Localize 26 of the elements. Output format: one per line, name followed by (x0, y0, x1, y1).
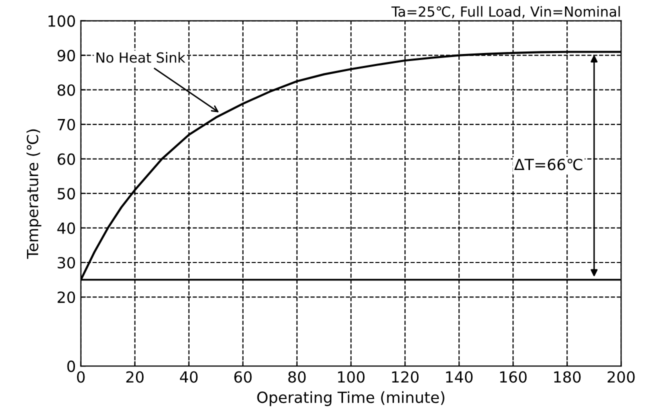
y-tick-label: 60 (58, 153, 75, 165)
x-tick-label: 180 (554, 371, 581, 383)
x-tick-label: 120 (392, 371, 419, 383)
y-tick-label: 90 (58, 50, 75, 62)
y-tick-label: 40 (57, 222, 75, 234)
y-tick-label: 50 (58, 188, 75, 200)
y-tick-label: 100 (48, 15, 75, 27)
x-tick-label: 20 (126, 371, 144, 383)
y-tick-label: 80 (58, 84, 75, 96)
y-axis-title: Temperature (℃) (26, 129, 42, 259)
x-tick-label: 80 (288, 371, 306, 383)
x-tick-label: 160 (500, 371, 527, 383)
x-tick-label: 60 (234, 371, 252, 383)
chart-title: Ta=25℃, Full Load, Vin=Nominal (391, 6, 620, 18)
x-tick-label: 200 (608, 371, 635, 383)
y-tick-label: 30 (58, 256, 75, 269)
x-tick-label: 0 (77, 371, 85, 383)
annotation: ΔT=66℃ (514, 158, 582, 170)
x-tick-label: 100 (338, 371, 365, 383)
y-tick-label: 0 (67, 360, 75, 372)
x-tick-label: 140 (446, 371, 473, 383)
y-tick-label: 20 (58, 291, 75, 304)
x-axis-title: Operating Time (minute) (257, 391, 444, 406)
x-tick-label: 40 (180, 371, 198, 383)
y-tick-label: 70 (58, 118, 75, 130)
annotation: No Heat Sink (96, 52, 186, 63)
